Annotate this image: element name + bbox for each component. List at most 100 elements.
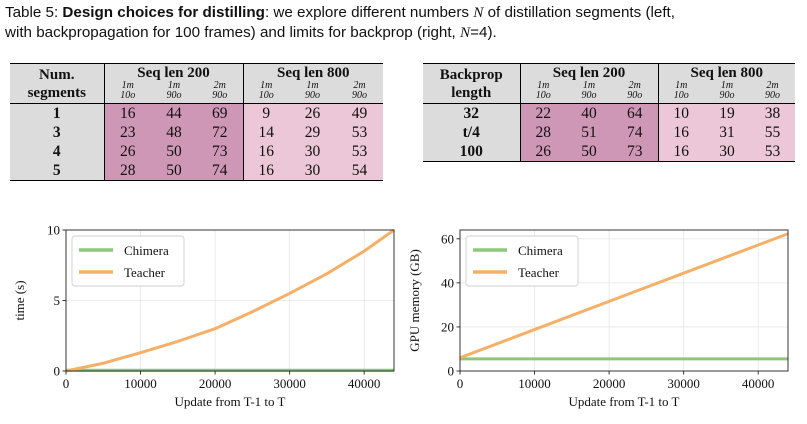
subheader-bottom: 90o — [166, 90, 182, 101]
x-axis-label: Update from T-1 to T — [569, 394, 680, 409]
x-tick-label: 30000 — [667, 376, 700, 391]
subheader-bottom: 90o — [352, 90, 367, 101]
plot-frame — [459, 229, 789, 372]
table-cell: 22 — [520, 103, 566, 123]
x-tick-label: 30000 — [273, 376, 306, 391]
subheader-bottom: 90o — [765, 90, 780, 101]
table-cell: 16 — [243, 142, 289, 161]
subheader-bottom: 90o — [719, 90, 735, 101]
subheader-top: 1m — [306, 80, 319, 91]
group-header: Seq len 800 — [658, 63, 795, 81]
table-cell: 74 — [197, 161, 244, 181]
table-cell: 30 — [289, 142, 336, 161]
table-cell: 64 — [612, 103, 659, 123]
subheader-top: 1m — [537, 80, 550, 91]
row-header-line2: segments — [27, 84, 86, 101]
table-cell: 49 — [336, 103, 383, 123]
row-label: 100 — [423, 142, 521, 162]
table-cell: 38 — [750, 103, 795, 123]
table-cell: 28 — [104, 161, 151, 181]
table-cell: 19 — [704, 103, 750, 123]
y-tick-label: 5 — [54, 293, 61, 308]
table-cell: 50 — [566, 142, 612, 162]
legend-label-chimera: Chimera — [518, 243, 563, 258]
table-cell: 53 — [336, 142, 383, 161]
row-header-line2: length — [451, 84, 492, 101]
table-row: 3 23 48 72 14 29 53 — [10, 123, 383, 142]
table-cell: 40 — [566, 103, 612, 123]
row-header: Num. segments — [10, 63, 105, 104]
x-tick-label: 20000 — [199, 376, 232, 391]
table-cell: 55 — [750, 123, 795, 142]
table-cell: 16 — [658, 123, 704, 142]
table-cell: 50 — [151, 161, 197, 181]
row-label: 32 — [423, 103, 521, 123]
row-header-line1: Backprop — [439, 66, 503, 83]
row-label: 5 — [10, 161, 105, 181]
subheader-bottom: 10o — [535, 90, 551, 101]
subheader-cell: 1m 10o — [243, 81, 289, 104]
y-tick-label: 40 — [441, 275, 454, 290]
table-row: 32 22 40 64 10 19 38 — [423, 103, 795, 123]
table-cell: 16 — [243, 161, 289, 181]
subheader-top: 1m — [675, 80, 688, 91]
table-cell: 74 — [612, 123, 659, 142]
subheader-cell: 1m 10o — [520, 81, 566, 104]
series-line-teacher — [459, 232, 789, 360]
table-cell: 53 — [336, 123, 383, 142]
table-row: 4 26 50 73 16 30 53 — [10, 142, 383, 161]
table-cell: 29 — [289, 123, 336, 142]
x-tick-label: 10000 — [124, 376, 157, 391]
caption-n-symbol-2: N — [460, 24, 471, 41]
x-tick-label: 0 — [457, 376, 464, 391]
x-tick-label: 20000 — [593, 376, 626, 391]
table-cell: 72 — [197, 123, 244, 142]
table-cell: 51 — [566, 123, 612, 142]
subheader-cell: 1m 90o — [704, 81, 750, 104]
table-cell: 26 — [104, 142, 151, 161]
table-cell: 30 — [289, 161, 336, 181]
row-header: Backprop length — [423, 63, 521, 104]
subheader-top: 2m — [766, 80, 779, 91]
caption-prefix: Table 5: — [5, 4, 63, 21]
caption-line2-end: =4). — [470, 24, 497, 41]
subheader-cell: 2m 90o — [750, 81, 795, 104]
subheader-top: 1m — [720, 80, 734, 91]
table-cell: 69 — [197, 103, 244, 123]
subheader-cell: 2m 90o — [612, 80, 659, 104]
caption-title: Design choices for distilling — [62, 4, 265, 21]
subheader-bottom: 10o — [673, 90, 689, 101]
legend: Chimera Teacher — [465, 235, 579, 287]
subheader-bottom: 10o — [258, 90, 274, 101]
subheader-top: 1m — [260, 80, 273, 91]
row-label: 3 — [10, 123, 105, 142]
table-row: 100 26 50 73 16 30 53 — [423, 142, 795, 162]
subheader-top: 2m — [213, 80, 226, 91]
legend-label-chimera: Chimera — [124, 243, 169, 258]
y-tick-label: 60 — [441, 231, 454, 246]
table-row: 5 28 50 74 16 30 54 — [10, 161, 383, 181]
subheader-cell: 1m 90o — [289, 81, 336, 104]
time-chart: 0 10000 20000 30000 40000 0 5 10 Update from T-1… — [12, 223, 395, 409]
table-cell: 54 — [336, 161, 383, 181]
subheader-top: 1m — [167, 80, 181, 91]
table-cell: 73 — [197, 142, 244, 161]
y-tick-label: 0 — [54, 364, 61, 379]
caption-line2: with backpropagation for 100 frames) and… — [5, 24, 460, 41]
group-header: Seq len 800 — [243, 63, 383, 81]
table-cell: 30 — [704, 142, 750, 162]
row-header-line1: Num. — [39, 66, 75, 83]
table-cell: 10 — [658, 103, 704, 123]
table-caption: Table 5: Design choices for distilling: … — [5, 3, 805, 43]
table-cell: 44 — [151, 103, 197, 123]
table-cell: 26 — [520, 142, 566, 162]
row-label: 1 — [10, 103, 105, 123]
table-row: 1 16 44 69 9 26 49 — [10, 103, 383, 123]
subheader-cell: 2m 90o — [197, 80, 244, 104]
row-label: t/4 — [423, 123, 521, 142]
table-cell: 9 — [243, 103, 289, 123]
x-tick-label: 0 — [63, 376, 70, 391]
x-axis-label: Update from T-1 to T — [175, 394, 286, 409]
subheader-top: 2m — [628, 80, 641, 91]
subheader-bottom: 90o — [627, 90, 643, 101]
